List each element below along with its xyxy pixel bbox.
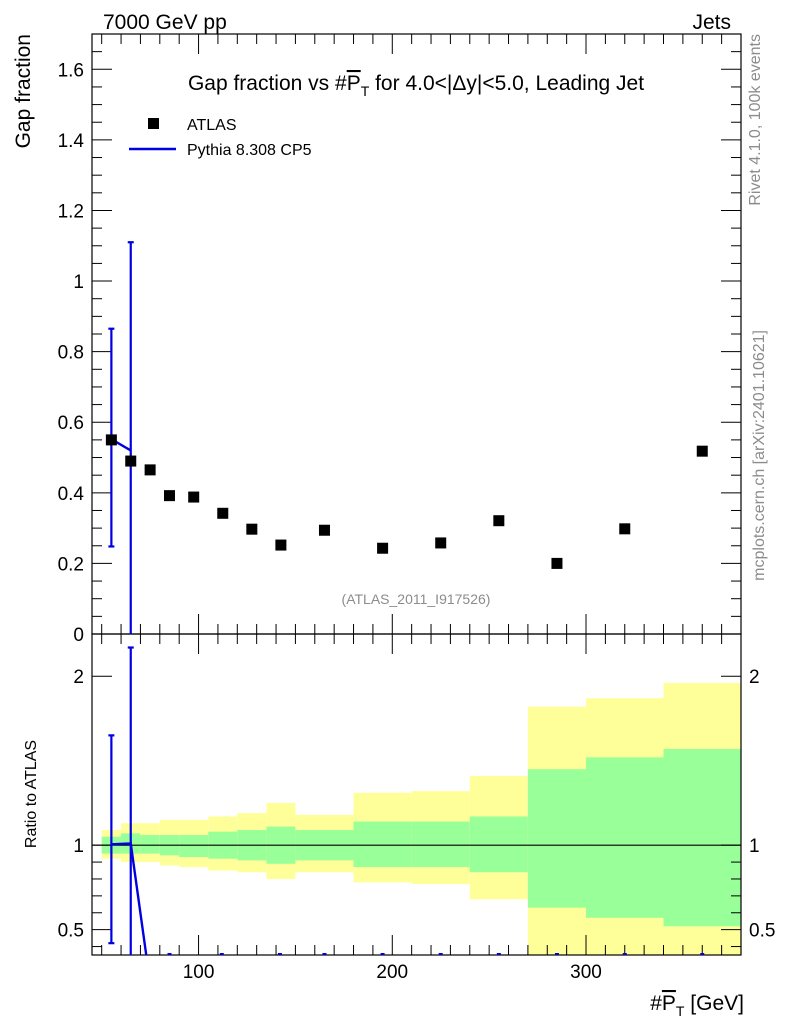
main-y-tick-label: 0	[73, 625, 84, 646]
chart-marks: 0 0.2 0.4 0.6 0.8 1 1.2 1.4 1.6 100 200 300 0.5 0.5 1 1…	[58, 33, 775, 983]
main-y-tick-label: 0.6	[58, 413, 84, 434]
legend-pythia-label: Pythia 8.308 CP5	[187, 142, 312, 159]
ratio-inner-band-14	[663, 748, 741, 927]
x-tick-label: 300	[570, 962, 602, 983]
atlas-data-point	[163, 490, 175, 502]
x-tick-label: 200	[376, 962, 408, 983]
ratio-y-tick-label-right: 0.5	[749, 921, 775, 942]
ratio-inner-band-11	[469, 816, 528, 873]
ratio-inner-band-10	[411, 821, 470, 868]
atlas-data-point	[275, 539, 287, 551]
rivet-version-label: Rivet 4.1.0, 100k events	[747, 34, 764, 206]
ratio-inner-band-2	[140, 835, 160, 854]
x-tick-label: 100	[183, 962, 215, 983]
ratio-inner-band-13	[586, 757, 664, 918]
ratio-inner-band-12	[527, 769, 587, 908]
header-process-label: Jets	[692, 11, 731, 34]
main-y-tick-label: 0.2	[58, 554, 84, 575]
atlas-data-point	[318, 524, 330, 536]
ratio-plot-frame	[91, 633, 742, 956]
ratio-y-tick-label: 0.5	[58, 921, 84, 942]
legend-atlas-label: ATLAS	[187, 117, 237, 134]
main-y-tick-label: 1.2	[58, 201, 84, 222]
atlas-data-point	[125, 455, 137, 467]
analysis-id-label: (ATLAS_2011_I917526)	[342, 591, 491, 607]
chart-title: Gap fraction vs #PT for 4.0<|Δy|<5.0, Le…	[188, 72, 644, 99]
atlas-data-point	[144, 464, 156, 476]
main-y-tick-label: 0.4	[58, 484, 85, 505]
atlas-data-point	[188, 491, 200, 503]
atlas-data-point	[619, 523, 631, 535]
ratio-inner-band-9	[353, 821, 412, 868]
main-y-tick-label: 1	[73, 272, 84, 293]
atlas-data-point	[551, 557, 563, 569]
ratio-y-tick-label-right: 1	[749, 836, 760, 857]
ratio-inner-band-4	[179, 835, 209, 858]
atlas-data-point	[377, 542, 389, 554]
main-y-tick-label: 0.8	[58, 343, 84, 364]
ratio-y-tick-label: 2	[73, 667, 84, 688]
atlas-data-point	[493, 515, 505, 527]
ratio-y-axis-label: Ratio to ATLAS	[23, 740, 40, 848]
x-axis-label: #PT [GeV]	[650, 992, 744, 1019]
legend-atlas-marker	[148, 118, 159, 129]
ratio-y-tick-label-right: 2	[749, 667, 760, 688]
mcplots-source-label: mcplots.cern.ch [arXiv:2401.10621]	[751, 330, 768, 581]
y-axis-label: Gap fraction	[12, 34, 35, 148]
atlas-data-point	[696, 445, 708, 457]
main-y-tick-label: 1.4	[58, 131, 85, 152]
atlas-data-point	[435, 537, 447, 549]
atlas-data-point	[246, 523, 258, 535]
legend: ATLAS Pythia 8.308 CP5	[129, 117, 312, 159]
header-energy-label: 7000 GeV pp	[103, 11, 227, 34]
main-y-tick-label: 1.6	[58, 60, 84, 81]
atlas-data-point	[217, 507, 229, 519]
ratio-y-tick-label: 1	[73, 836, 84, 857]
atlas-data-point	[105, 434, 117, 446]
